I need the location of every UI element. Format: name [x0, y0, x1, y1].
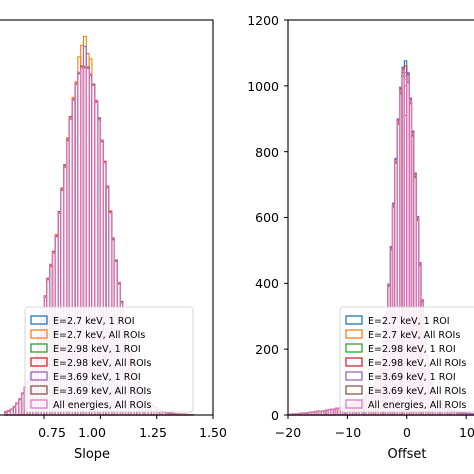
legend-entry: All energies, All ROIs [368, 400, 466, 411]
slope-x-tick-label: 1.00 [78, 425, 106, 440]
offset-y-tick-label: 0 [271, 408, 279, 423]
slope-tick-marks [43, 415, 214, 419]
legend-swatch [30, 399, 48, 409]
legend-swatch [30, 343, 48, 353]
legend-swatch [345, 357, 363, 367]
legend-entry: E=2.7 keV, All ROIs [53, 330, 145, 341]
offset-x-tick-label: 0 [403, 425, 411, 440]
offset-legend: E=2.7 keV, 1 ROI E=2.7 keV, All ROIs E=2… [339, 306, 474, 413]
legend-swatch [30, 385, 48, 395]
legend-entry: E=2.98 keV, All ROIs [368, 358, 466, 369]
legend-swatch [345, 371, 363, 381]
legend-entry: All energies, All ROIs [53, 400, 151, 411]
legend-entry: E=3.69 keV, 1 ROI [53, 372, 141, 383]
legend-swatch [345, 399, 363, 409]
slope-legend-items: E=2.7 keV, 1 ROI E=2.7 keV, All ROIs E=2… [30, 315, 151, 411]
legend-swatch [345, 385, 363, 395]
offset-legend-items: E=2.7 keV, 1 ROI E=2.7 keV, All ROIs E=2… [345, 315, 466, 411]
legend-swatch [345, 343, 363, 353]
legend-entry: E=3.69 keV, All ROIs [53, 386, 151, 397]
slope-x-tick-label: 1.50 [199, 425, 227, 440]
legend-entry: E=2.7 keV, 1 ROI [53, 316, 135, 327]
slope-legend: E=2.7 keV, 1 ROI E=2.7 keV, All ROIs E=2… [24, 306, 194, 413]
slope-legend-box [24, 306, 194, 413]
slope-axes-frame [0, 19, 214, 416]
offset-y-tick-label: 200 [255, 342, 279, 357]
offset-tick-marks [284, 19, 467, 419]
legend-swatch [345, 315, 363, 325]
legend-swatch [30, 315, 48, 325]
offset-y-tick-label: 600 [255, 210, 279, 225]
legend-swatch [30, 357, 48, 367]
offset-panel: −20 −10 0 10 0 200 400 600 800 1000 1200… [247, 13, 474, 462]
offset-x-tick-label: −20 [275, 425, 301, 440]
legend-entry: E=2.98 keV, 1 ROI [368, 344, 456, 355]
offset-legend-box [339, 306, 474, 413]
legend-swatch [30, 371, 48, 381]
slope-x-axis-label: Slope [74, 447, 110, 462]
offset-y-tick-label: 1200 [247, 13, 279, 28]
slope-panel: 0.75 1.00 1.25 1.50 Slope E=2.7 keV, 1 R… [0, 19, 227, 462]
legend-entry: E=2.98 keV, All ROIs [53, 358, 151, 369]
legend-swatch [30, 329, 48, 339]
legend-entry: E=3.69 keV, 1 ROI [368, 372, 456, 383]
slope-x-tick-label: 1.25 [139, 425, 167, 440]
legend-entry: E=2.7 keV, 1 ROI [368, 316, 450, 327]
legend-entry: E=2.7 keV, All ROIs [368, 330, 460, 341]
offset-y-tick-label: 800 [255, 145, 279, 160]
legend-entry: E=3.69 keV, All ROIs [368, 386, 466, 397]
offset-y-tick-label: 1000 [247, 79, 279, 94]
legend-swatch [345, 329, 363, 339]
offset-x-tick-label: 10 [459, 425, 474, 440]
offset-x-tick-label: −10 [335, 425, 361, 440]
offset-y-tick-label: 400 [255, 276, 279, 291]
offset-x-axis-label: Offset [387, 447, 426, 462]
legend-entry: E=2.98 keV, 1 ROI [53, 344, 141, 355]
slope-x-tick-label: 0.75 [38, 425, 66, 440]
